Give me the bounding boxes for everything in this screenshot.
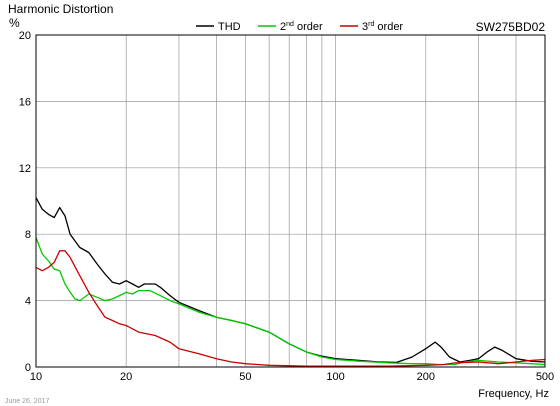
x-tick-label: 20 [120,371,132,383]
y-tick-label: 16 [19,96,31,108]
y-tick-label: 20 [19,30,31,42]
x-tick-label: 200 [417,371,435,383]
x-tick-label: 500 [536,371,554,383]
x-tick-label: 10 [30,371,42,383]
y-tick-label: 0 [25,362,31,374]
date-stamp: June 26, 2017 [5,398,49,405]
y-tick-label: 12 [19,163,31,175]
legend-label: 2nd order [280,21,323,33]
tick-labels: 0 4 8 12 16 20 10 20 50 100 200 500 [19,30,554,383]
series-line [35,197,546,364]
y-axis-label: % [9,16,20,30]
y-tick-label: 4 [25,296,31,308]
x-tick-label: 100 [326,371,344,383]
series-lines [35,197,546,367]
legend-label: 3rd order [362,21,403,33]
chart-title: Harmonic Distortion [8,2,113,16]
series-line [35,237,546,366]
model-label: SW275BD02 [476,20,546,34]
legend: THD 2nd order 3rd order [196,21,403,33]
x-tick-label: 50 [239,371,251,383]
x-axis-label: Frequency, Hz [478,388,549,400]
plot-frame [35,34,546,368]
series-line [35,250,546,367]
y-tick-label: 8 [25,229,31,241]
grid [35,34,546,368]
legend-label: THD [218,21,241,33]
